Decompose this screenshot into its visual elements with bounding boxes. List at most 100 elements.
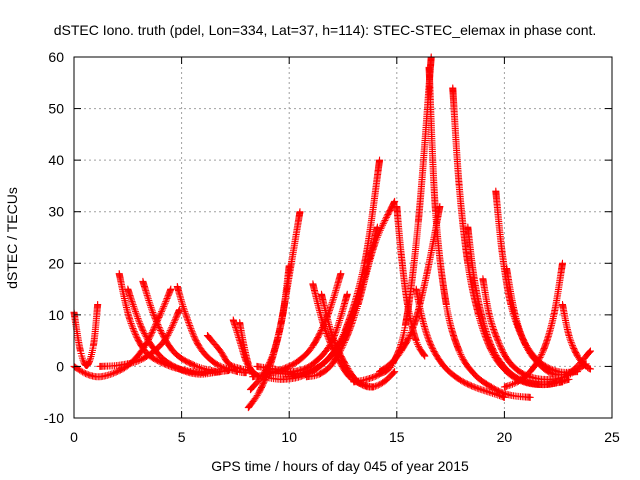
data-point — [160, 303, 168, 311]
data-point — [147, 303, 155, 311]
data-point — [133, 313, 141, 321]
data-point — [525, 347, 533, 355]
data-point — [568, 342, 576, 350]
data-point — [326, 339, 334, 347]
data-point — [218, 363, 226, 371]
data-point — [378, 223, 386, 231]
data-point — [131, 329, 139, 337]
data-point — [494, 391, 502, 399]
data-point — [87, 354, 95, 362]
data-point — [167, 285, 175, 293]
data-point — [374, 381, 382, 389]
data-point — [327, 304, 335, 312]
data-point — [510, 379, 518, 387]
y-tick-label: 10 — [48, 307, 64, 323]
data-point — [182, 312, 190, 320]
data-point — [499, 389, 507, 397]
data-point — [526, 393, 534, 401]
axis-ticks — [73, 56, 613, 419]
data-point — [350, 313, 358, 321]
data-point — [497, 388, 505, 396]
data-point — [348, 320, 356, 328]
data-point — [371, 239, 379, 247]
data-point — [126, 316, 134, 324]
data-point — [166, 327, 174, 335]
data-point — [404, 335, 412, 343]
data-point — [566, 335, 574, 343]
data-point — [238, 365, 246, 373]
data-point — [424, 333, 432, 341]
data-point — [154, 322, 162, 330]
data-point — [381, 216, 389, 224]
data-point — [504, 382, 512, 390]
data-point — [372, 237, 380, 245]
data-point — [189, 361, 197, 369]
data-point — [329, 335, 337, 343]
data-point — [171, 315, 179, 323]
x-tick-label: 20 — [497, 429, 513, 445]
y-tick-label: 40 — [48, 152, 64, 168]
data-point — [534, 356, 542, 364]
y-tick-label: -10 — [44, 410, 64, 426]
data-point — [470, 383, 478, 391]
data-point — [379, 220, 387, 228]
data-point — [157, 309, 165, 317]
data-point — [163, 333, 171, 341]
data-point — [336, 337, 344, 345]
data-point — [106, 370, 114, 378]
x-tick-label: 10 — [281, 429, 297, 445]
x-tick-labels: 0 5 10 15 20 25 — [70, 429, 620, 445]
data-point — [158, 308, 166, 316]
data-point — [562, 370, 570, 378]
data-point — [179, 302, 187, 310]
data-point — [567, 338, 575, 346]
data-point — [213, 361, 221, 369]
data-point — [132, 332, 140, 340]
data-point — [333, 325, 341, 333]
data-point — [428, 343, 436, 351]
data-point — [586, 348, 594, 356]
data-point — [493, 335, 501, 343]
series-11 — [246, 262, 293, 394]
series-6 — [96, 306, 183, 370]
data-point — [79, 368, 87, 376]
data-point — [377, 225, 385, 233]
data-point — [330, 292, 338, 300]
data-point — [566, 333, 574, 341]
data-point — [143, 334, 151, 342]
data-point — [376, 226, 384, 234]
data-point — [212, 368, 220, 376]
data-point — [145, 298, 153, 306]
data-point — [374, 232, 382, 240]
data-point — [175, 306, 183, 314]
data-point — [183, 314, 191, 322]
data-point — [321, 325, 329, 333]
data-point — [140, 330, 148, 338]
data-point — [136, 319, 144, 327]
data-point — [218, 350, 226, 358]
data-point — [145, 296, 153, 304]
data-point — [490, 327, 498, 335]
data-point — [169, 322, 177, 330]
data-point — [537, 352, 545, 360]
data-point — [229, 362, 237, 370]
data-point — [160, 301, 168, 309]
data-point — [144, 293, 152, 301]
data-point — [133, 357, 141, 365]
data-point — [139, 326, 147, 334]
data-point — [516, 327, 524, 335]
data-point — [523, 344, 531, 352]
data-point — [180, 304, 188, 312]
data-point — [157, 328, 165, 336]
data-point — [178, 366, 186, 374]
data-point — [189, 331, 197, 339]
data-point — [423, 332, 431, 340]
data-point — [323, 329, 331, 337]
data-point — [485, 388, 493, 396]
data-point — [130, 302, 138, 310]
data-point — [188, 328, 196, 336]
series-22 — [412, 285, 508, 401]
data-point — [424, 335, 432, 343]
data-point — [130, 328, 138, 336]
data-point — [267, 355, 275, 363]
